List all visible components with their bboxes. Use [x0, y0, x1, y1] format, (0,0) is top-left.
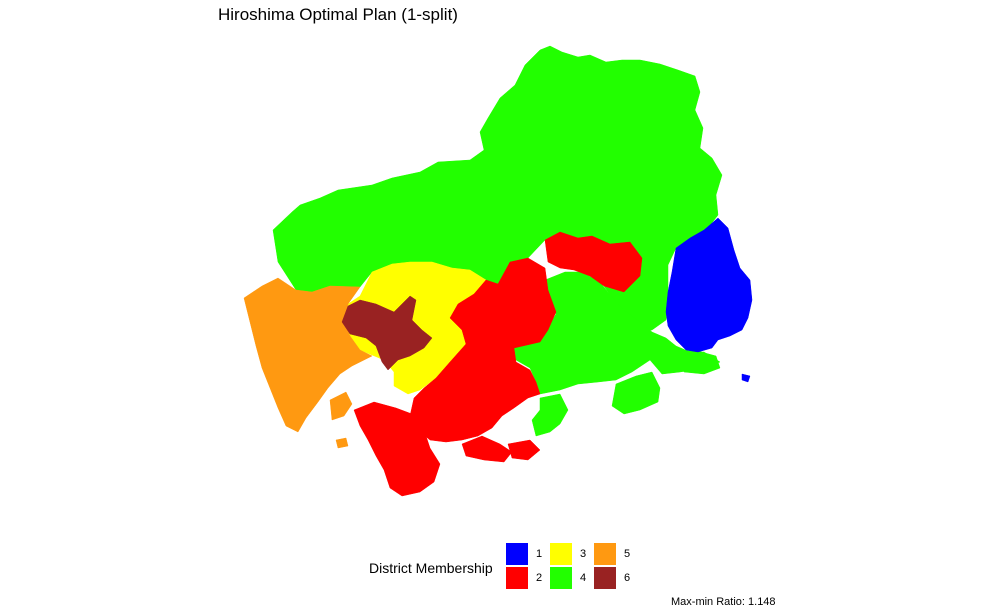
district-2-northeast: [544, 231, 643, 293]
district-4-island-a: [531, 393, 569, 437]
district-2-islands: [353, 401, 441, 497]
legend-key-5: [594, 543, 616, 565]
district-4-island-b: [611, 371, 661, 415]
district-1-islet: [741, 373, 751, 383]
district-1-main: [665, 217, 753, 353]
district-1: [665, 217, 753, 383]
district-2: [353, 231, 643, 497]
district-2-islet-a: [461, 435, 513, 463]
legend-key-3: [550, 543, 572, 565]
district-5-islet-a: [329, 391, 353, 421]
legend-key-1: [506, 543, 528, 565]
max-min-ratio: Max-min Ratio: 1.148: [671, 596, 776, 608]
legend-key-6: [594, 567, 616, 589]
district-5: [243, 277, 373, 449]
district-2-islet-b: [507, 439, 541, 461]
legend-label-3: 3: [580, 548, 587, 560]
legend-label-2: 2: [536, 572, 543, 584]
legend-label-1: 1: [536, 548, 543, 560]
district-6: [341, 295, 433, 371]
district-5-islet-b: [335, 437, 349, 449]
legend-label-6: 6: [624, 572, 631, 584]
legend-title: District Membership: [369, 560, 493, 576]
district-5-main: [243, 277, 373, 433]
legend-label-5: 5: [624, 548, 631, 560]
legend-key-4: [550, 567, 572, 589]
legend: 1 2 3 4 5 6: [506, 543, 646, 591]
district-2-central: [409, 257, 557, 443]
map-title: Hiroshima Optimal Plan (1-split): [218, 5, 458, 24]
legend-label-4: 4: [580, 572, 587, 584]
legend-key-2: [506, 567, 528, 589]
district-6-main: [341, 295, 433, 371]
